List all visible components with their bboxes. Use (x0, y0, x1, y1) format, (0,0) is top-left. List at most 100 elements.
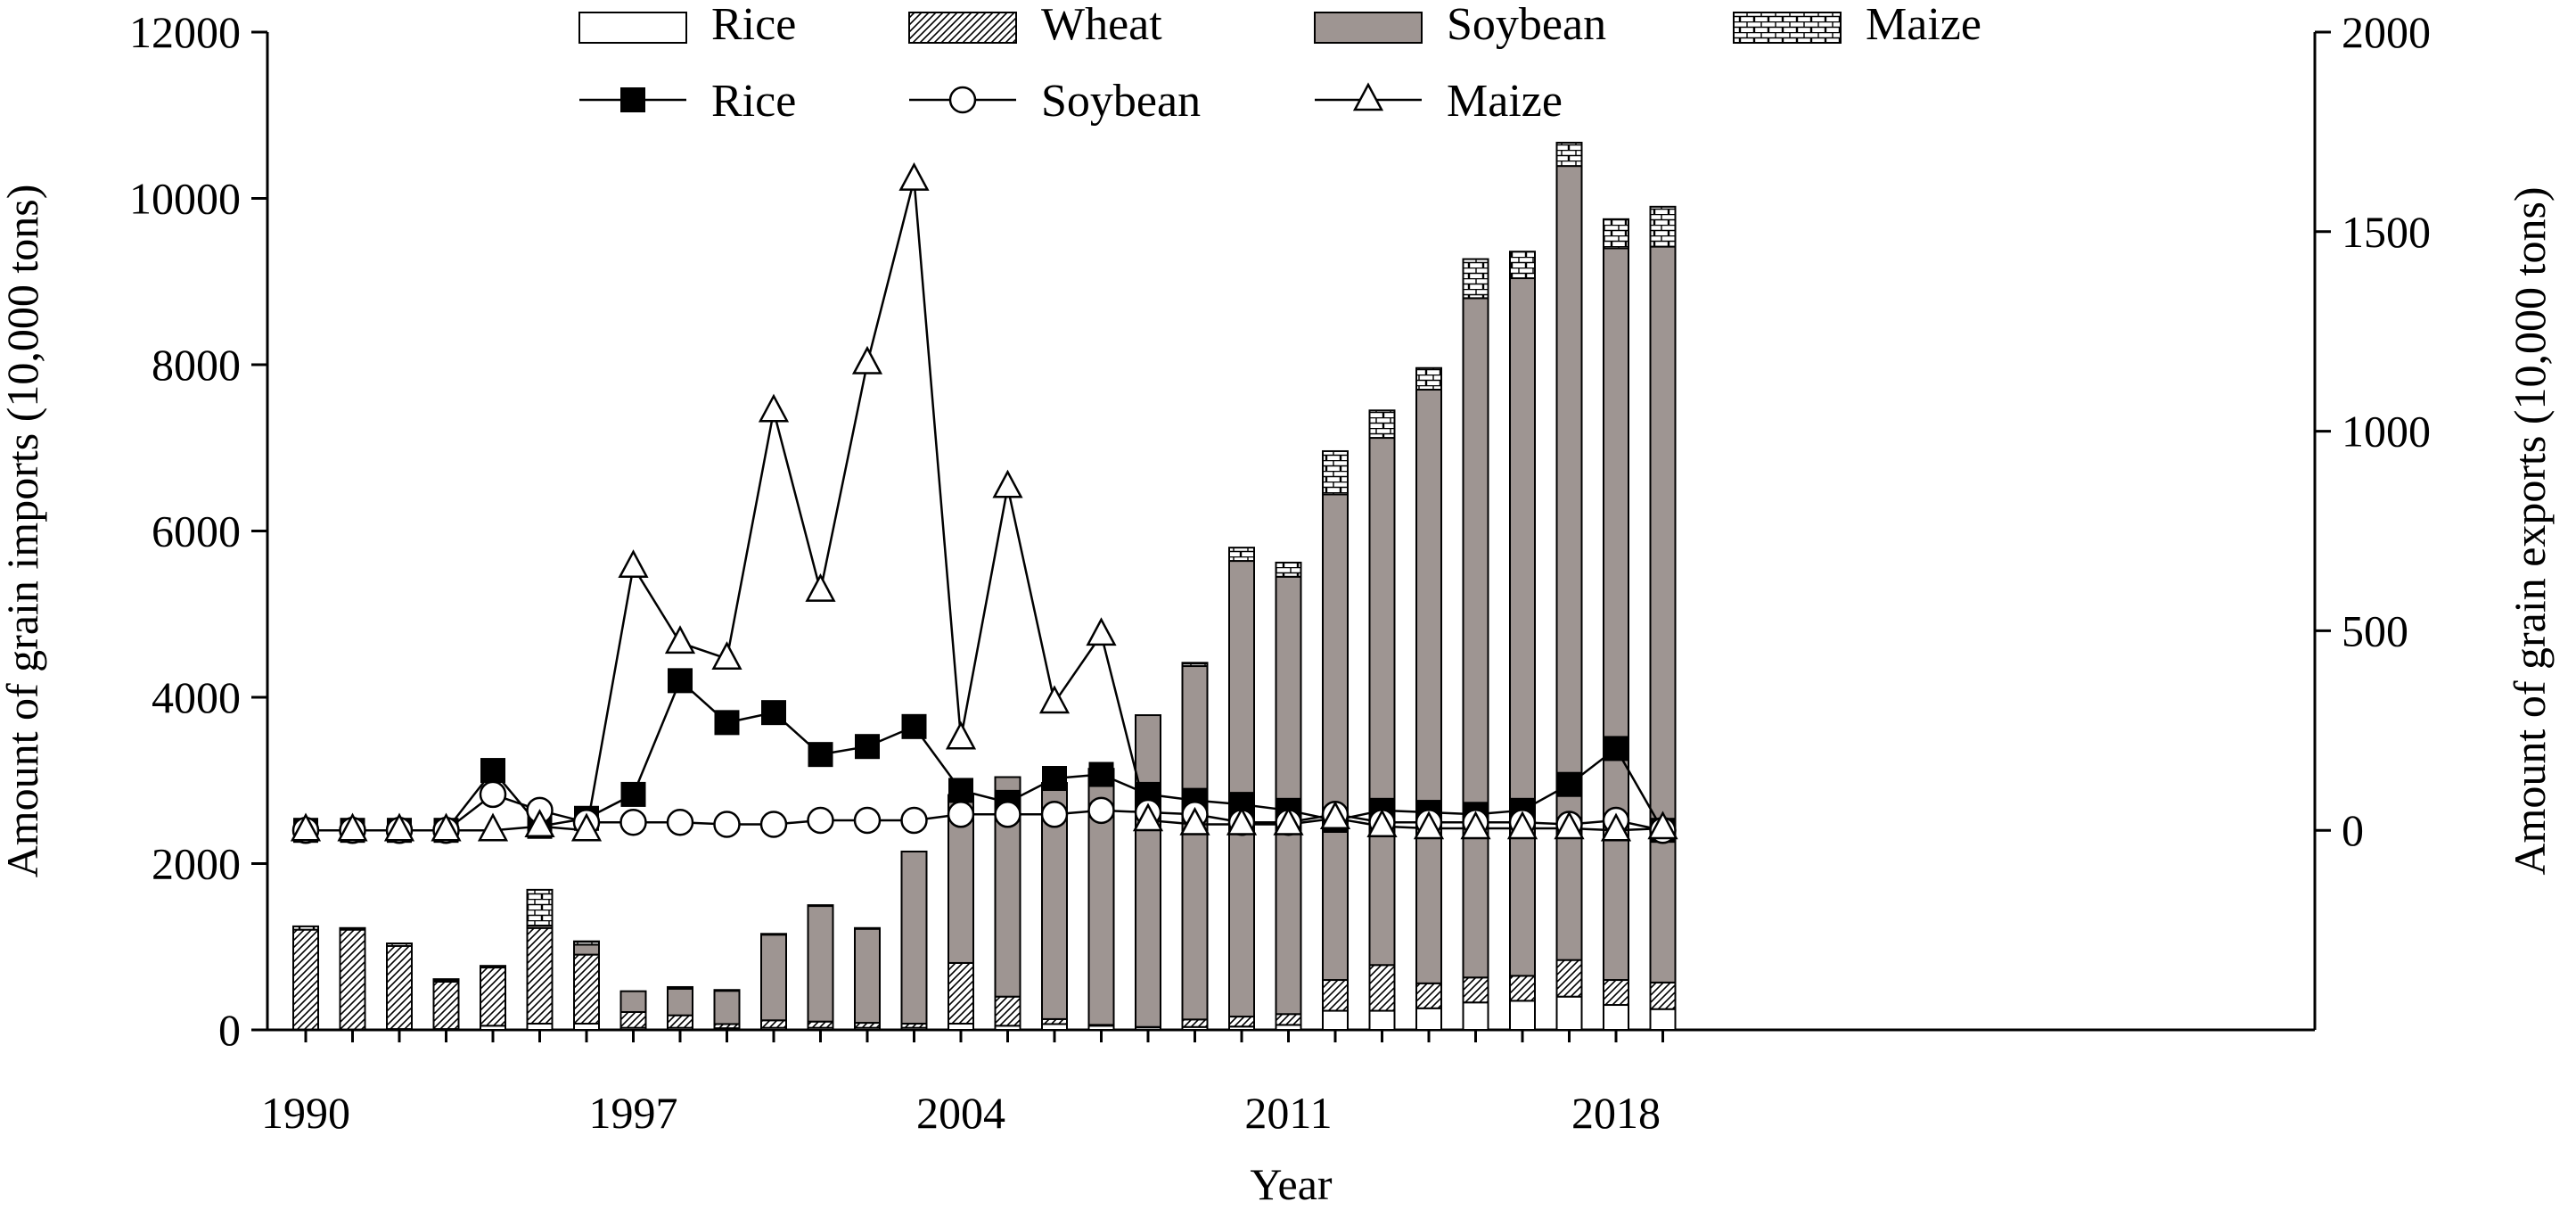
bar-soybean-import (1462, 297, 1489, 979)
bar-wheat-import (1322, 979, 1349, 1012)
point-maize-export (383, 812, 415, 842)
bar-wheat-import (619, 1010, 647, 1029)
point-soybean-export (479, 780, 507, 809)
bar-maize-import (292, 925, 319, 931)
legend-swatch-rice-import (578, 12, 687, 44)
bar-wheat-import (386, 944, 413, 1031)
point-maize-export (805, 572, 836, 602)
left-tick-label: 6000 (152, 506, 241, 556)
x-tick-label: 1997 (589, 1088, 678, 1138)
bar-wheat-import (432, 980, 460, 1031)
bar-soybean-import (1135, 714, 1161, 1028)
point-soybean-export (619, 808, 647, 836)
bar-maize-import (807, 904, 834, 908)
point-rice-export (1604, 736, 1628, 761)
left-tick-label: 12000 (129, 7, 241, 57)
legend-label-soybean-import: Soybean (1447, 0, 1606, 50)
bar-wheat-import (1415, 982, 1442, 1009)
bar-maize-import (1603, 218, 1629, 250)
bar-maize-import (432, 978, 460, 982)
bar-maize-import (713, 989, 741, 992)
point-soybean-export (947, 801, 975, 828)
point-maize-export (1460, 811, 1491, 840)
legend-label-soybean-export: Soybean (1041, 76, 1201, 127)
x-tick-label: 2004 (916, 1088, 1005, 1138)
point-soybean-export (853, 806, 882, 835)
point-soybean-export (1087, 796, 1115, 825)
point-rice-export (714, 710, 740, 736)
lines-layer (290, 161, 1678, 844)
right-axis-title: Amount of grain exports (10,000 tons) (2505, 186, 2555, 875)
bar-rice-import (1509, 1000, 1536, 1032)
bar-maize-import (339, 926, 366, 931)
point-rice-export (480, 758, 505, 784)
bar-soybean-import (1509, 277, 1536, 977)
bar-soybean-import (713, 990, 741, 1025)
right-tick-label: 2000 (2342, 7, 2431, 57)
legend-label-wheat-import: Wheat (1041, 0, 1162, 50)
bar-soybean-import (760, 934, 787, 1022)
bar-soybean-import (1228, 560, 1255, 1018)
point-rice-export (1088, 761, 1114, 787)
point-maize-export (1413, 811, 1445, 840)
point-soybean-export (1040, 801, 1069, 828)
point-soybean-export (666, 808, 694, 836)
left-tick-label: 8000 (152, 340, 241, 390)
bar-maize-import (573, 940, 600, 946)
point-rice-export (1556, 771, 1582, 797)
right-tick-label: 0 (2342, 805, 2364, 855)
point-maize-export (1600, 812, 1632, 842)
legend-layer: Rice Wheat Soybean Maize Rice Soybean Maize (578, 0, 1981, 127)
legend-label-rice-import: Rice (711, 0, 796, 50)
point-maize-export (898, 161, 930, 191)
bars-layer (292, 142, 1677, 1032)
bar-rice-import (1462, 1001, 1489, 1032)
point-soybean-export (994, 801, 1021, 828)
bar-soybean-import (1368, 437, 1396, 967)
bar-wheat-import (526, 926, 554, 1025)
right-tick-label: 500 (2342, 605, 2408, 655)
bar-wheat-import (1649, 981, 1677, 1010)
point-maize-export (618, 549, 649, 579)
point-maize-export (1554, 811, 1585, 840)
legend-label-maize-export: Maize (1447, 76, 1563, 127)
bar-wheat-import (573, 953, 600, 1025)
bar-soybean-import (1181, 665, 1209, 1021)
bar-wheat-import (339, 928, 366, 1031)
line-maize-export (306, 179, 1663, 832)
right-tick-label: 1000 (2342, 407, 2431, 457)
bar-wheat-import (1603, 979, 1629, 1007)
x-axis-title: Year (1250, 1159, 1332, 1206)
bar-soybean-import (667, 987, 693, 1017)
left-axis-title: Amount of grain imports (10,000 tons) (0, 185, 47, 878)
bar-soybean-import (1649, 245, 1677, 984)
point-maize-export (431, 812, 462, 842)
bar-soybean-import (900, 850, 928, 1025)
bar-wheat-import (292, 928, 319, 1031)
point-rice-export (901, 713, 927, 739)
point-maize-export (1506, 811, 1538, 840)
bar-maize-import (1228, 547, 1255, 563)
point-maize-export (1366, 809, 1398, 837)
bar-maize-import (1462, 258, 1489, 300)
bar-rice-import (526, 1023, 554, 1031)
bar-soybean-import (1322, 493, 1349, 982)
point-maize-export (570, 812, 603, 842)
left-tick-label: 4000 (152, 672, 241, 722)
point-maize-export (992, 469, 1023, 498)
point-soybean-export (759, 811, 788, 838)
bar-maize-import (480, 965, 506, 969)
bar-rice-import (1649, 1008, 1677, 1031)
bar-soybean-import (1603, 247, 1629, 982)
bar-wheat-import (760, 1019, 787, 1029)
bar-rice-import (1368, 1009, 1396, 1031)
bar-wheat-import (1509, 975, 1536, 1002)
point-maize-export (711, 641, 742, 670)
point-maize-export (1273, 806, 1304, 835)
bar-wheat-import (1228, 1016, 1255, 1028)
bar-maize-import (1275, 561, 1302, 578)
legend-label-maize-import: Maize (1866, 0, 1981, 50)
bar-maize-import (854, 926, 881, 930)
point-maize-export (1132, 803, 1164, 832)
